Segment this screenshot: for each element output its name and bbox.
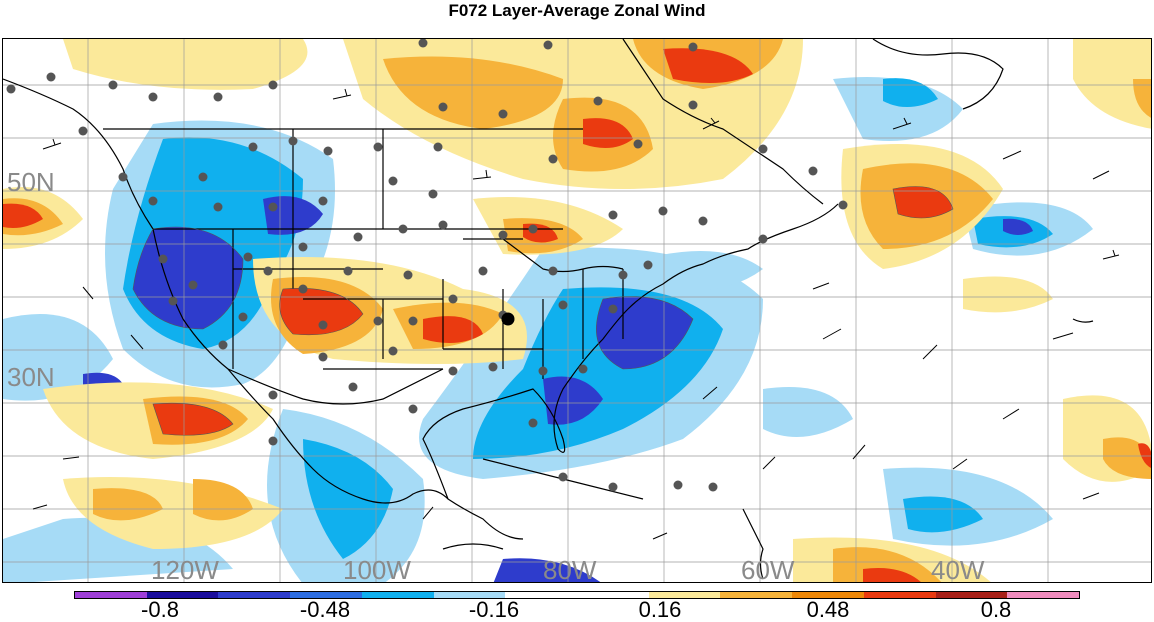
colorbar-label: -0.8 [141, 597, 179, 622]
lon-label-80w: 80W [543, 555, 597, 583]
lon-label-100w: 100W [343, 555, 411, 583]
colorbar-segment [433, 592, 506, 598]
colorbar-segment [577, 592, 649, 598]
colorbar-label: -0.16 [468, 597, 520, 622]
colorbar-segment [648, 592, 721, 598]
coastlines-and-borders [3, 39, 1094, 580]
colorbar-segment [290, 592, 362, 598]
colorbar-label: 0.16 [638, 597, 682, 622]
colorbar-segment [505, 592, 578, 598]
wind-anomaly-shading [3, 39, 1151, 582]
colorbar [74, 591, 1080, 599]
colorbar-label: -0.48 [299, 597, 351, 622]
zonal-wind-map [3, 39, 1151, 582]
lat-label-30n: 30N [7, 362, 55, 392]
contour-lines [132, 186, 954, 436]
colorbar-segment [863, 592, 936, 598]
colorbar-label: 0.48 [806, 597, 850, 622]
lat-label-50n: 50N [7, 167, 55, 197]
wind-barbs [32, 88, 1120, 540]
lon-label-60w: 60W [741, 555, 795, 583]
lon-label-40w: 40W [931, 555, 985, 583]
colorbar-label: 0.8 [980, 597, 1012, 622]
colorbar-segment [146, 592, 219, 598]
colorbar-segment [1007, 592, 1080, 598]
map-panel: 50N 30N 120W 100W 80W 60W 40W [2, 38, 1152, 583]
station-dots [6, 39, 848, 492]
colorbar-segment [75, 592, 147, 598]
colorbar-segment [935, 592, 1008, 598]
colorbar-segment [792, 592, 864, 598]
colorbar-segment [720, 592, 793, 598]
colorbar-segment [361, 592, 434, 598]
lon-label-120w: 120W [151, 555, 219, 583]
map-title: F072 Layer-Average Zonal Wind [448, 1, 706, 20]
colorbar-segment [218, 592, 291, 598]
